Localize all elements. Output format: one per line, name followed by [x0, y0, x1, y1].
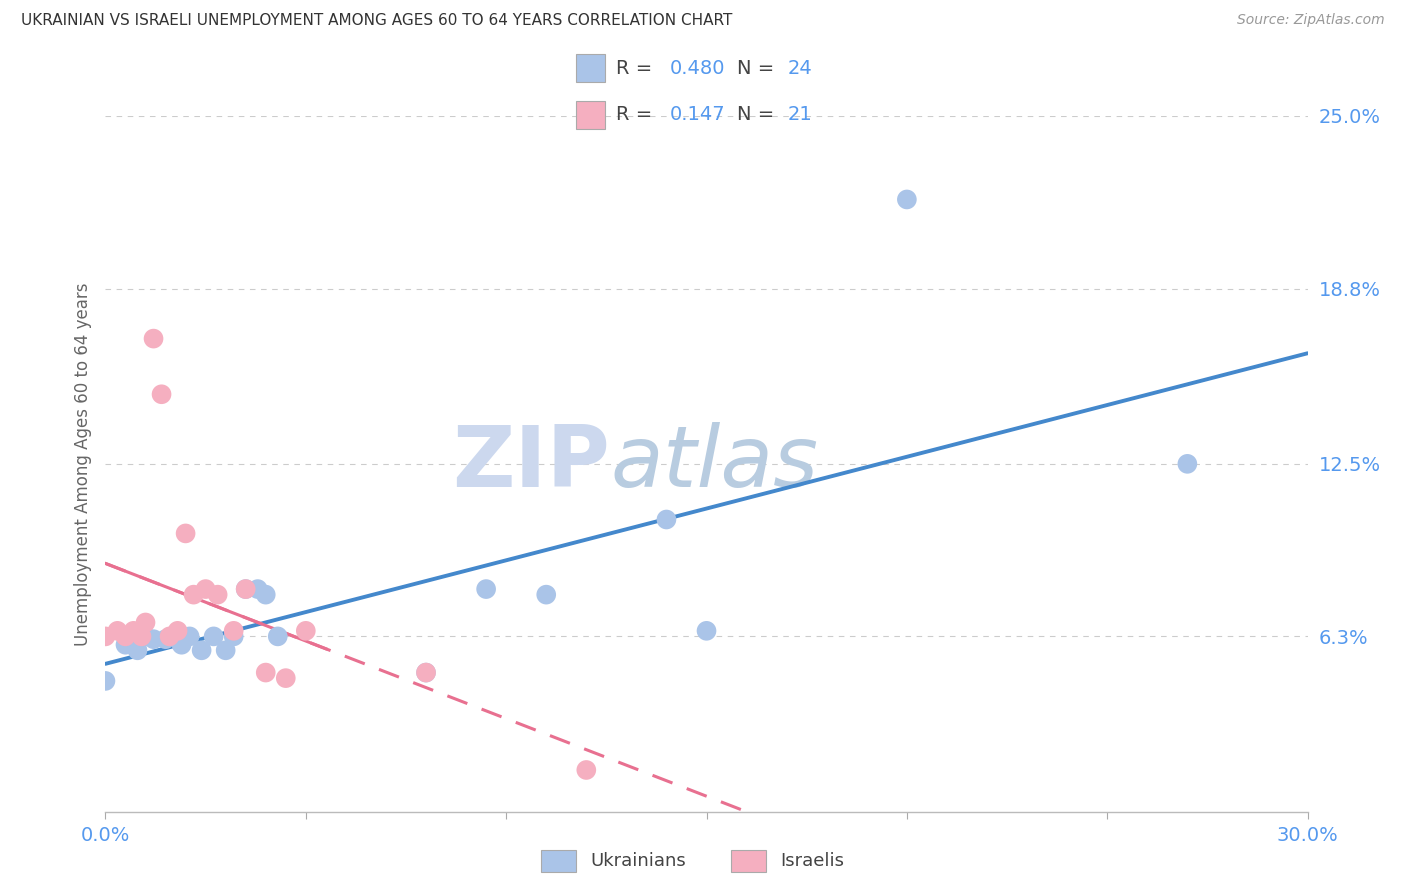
- Point: [415, 665, 437, 680]
- Text: 21: 21: [787, 105, 813, 124]
- Point: [114, 638, 136, 652]
- Point: [254, 665, 277, 680]
- Point: [183, 588, 205, 602]
- Text: N =: N =: [737, 105, 780, 124]
- Bar: [576, 101, 605, 129]
- Bar: [576, 54, 605, 82]
- Text: Israelis: Israelis: [780, 852, 845, 870]
- Point: [166, 624, 188, 638]
- Point: [222, 624, 245, 638]
- Text: UKRAINIAN VS ISRAELI UNEMPLOYMENT AMONG AGES 60 TO 64 YEARS CORRELATION CHART: UKRAINIAN VS ISRAELI UNEMPLOYMENT AMONG …: [21, 13, 733, 29]
- Point: [696, 624, 718, 638]
- Point: [142, 332, 165, 346]
- Text: R =: R =: [616, 59, 658, 78]
- Point: [534, 588, 557, 602]
- Text: Source: ZipAtlas.com: Source: ZipAtlas.com: [1237, 13, 1385, 28]
- Point: [174, 526, 197, 541]
- Point: [254, 588, 277, 602]
- Point: [127, 643, 149, 657]
- Point: [267, 629, 290, 643]
- Point: [170, 638, 193, 652]
- Point: [150, 387, 173, 401]
- Text: 0.147: 0.147: [669, 105, 725, 124]
- Text: ZIP: ZIP: [453, 422, 610, 506]
- Text: R =: R =: [616, 105, 658, 124]
- Point: [655, 512, 678, 526]
- Point: [202, 629, 225, 643]
- Bar: [541, 849, 576, 872]
- Bar: [731, 849, 766, 872]
- Point: [415, 665, 437, 680]
- Point: [179, 629, 201, 643]
- Point: [207, 588, 229, 602]
- Point: [190, 643, 212, 657]
- Point: [235, 582, 257, 596]
- Point: [94, 629, 117, 643]
- Point: [475, 582, 498, 596]
- Point: [159, 629, 181, 643]
- Point: [114, 629, 136, 643]
- Point: [222, 629, 245, 643]
- Text: Ukrainians: Ukrainians: [591, 852, 686, 870]
- Point: [135, 629, 157, 643]
- Point: [274, 671, 297, 685]
- Text: atlas: atlas: [610, 422, 818, 506]
- Point: [896, 193, 918, 207]
- Point: [107, 624, 129, 638]
- Point: [246, 582, 269, 596]
- Point: [142, 632, 165, 647]
- Point: [94, 673, 117, 688]
- Point: [122, 624, 145, 638]
- Point: [1177, 457, 1199, 471]
- Text: 24: 24: [787, 59, 813, 78]
- Point: [295, 624, 318, 638]
- Point: [155, 632, 177, 647]
- Point: [575, 763, 598, 777]
- Point: [214, 643, 236, 657]
- Text: 0.480: 0.480: [669, 59, 724, 78]
- Point: [131, 629, 153, 643]
- Text: N =: N =: [737, 59, 780, 78]
- Point: [194, 582, 217, 596]
- Point: [162, 629, 184, 643]
- Y-axis label: Unemployment Among Ages 60 to 64 years: Unemployment Among Ages 60 to 64 years: [73, 282, 91, 646]
- Point: [235, 582, 257, 596]
- Point: [135, 615, 157, 630]
